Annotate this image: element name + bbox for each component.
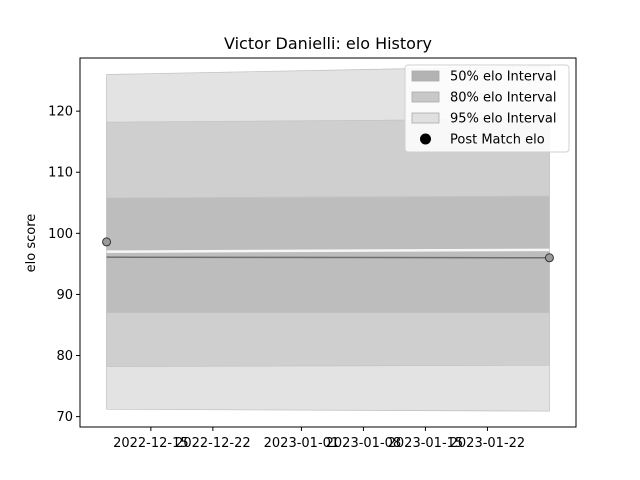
plot-frame: [79, 57, 577, 428]
post-match-point-2: [544, 253, 554, 263]
legend-swatch-50: [411, 70, 440, 82]
post-match-points: [102, 237, 554, 263]
x-tick-label: 2023-01-22: [450, 436, 526, 451]
legend-entry-label: Post Match elo: [450, 133, 545, 148]
post-match-point-1: [102, 237, 112, 247]
x-tick-label: 2022-12-22: [175, 436, 251, 451]
x-tick-label: 2022-12-15: [113, 436, 189, 451]
chart-title: Victor Danielli: elo History: [224, 34, 432, 53]
legend: 50% elo Interval 80% elo Interval 95% elo …: [404, 64, 570, 153]
x-tick-label: 2023-01-15: [388, 436, 464, 451]
y-tick-label: 90: [56, 288, 73, 303]
x-tick-label: 2023-01-08: [326, 436, 402, 451]
y-tick-label: 100: [48, 227, 73, 242]
legend-swatch-80: [411, 91, 440, 103]
legend-entry-label: 80% elo Interval: [450, 91, 557, 106]
x-tick-label: 2023-01-01: [264, 436, 340, 451]
legend-entry-label: 50% elo Interval: [450, 70, 557, 85]
y-tick-label: 80: [56, 349, 73, 364]
post-match-line: [106, 256, 550, 259]
legend-box: [404, 64, 570, 153]
y-axis-label: elo score: [24, 214, 39, 273]
y-axis-ticks: 70 80 90 100 110 120: [48, 105, 80, 425]
legend-swatch-95: [411, 112, 440, 124]
y-tick-label: 70: [56, 410, 73, 425]
legend-entry-label: 95% elo Interval: [450, 112, 557, 127]
data-lines: [106, 248, 550, 259]
y-tick-label: 110: [48, 166, 73, 181]
legend-marker-post-match: [420, 133, 431, 145]
band-50-percent: [106, 195, 550, 314]
y-tick-label: 120: [48, 105, 73, 120]
mean-elo-line: [106, 248, 550, 253]
